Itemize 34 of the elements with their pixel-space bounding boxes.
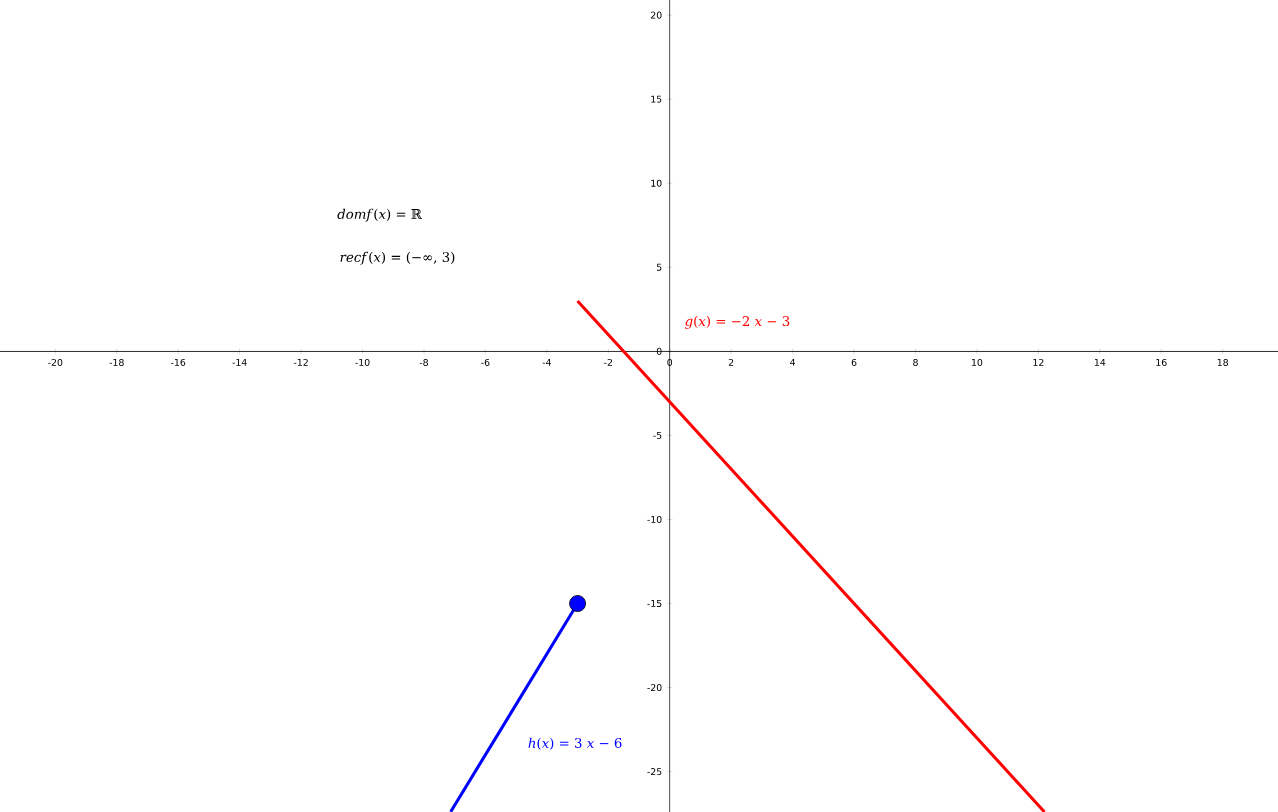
x-tick-label: 14 (1094, 358, 1106, 366)
y-tick-label: 0 (656, 347, 662, 355)
x-tick-label: 16 (1156, 358, 1167, 366)
y-tick-label: -20 (647, 684, 662, 692)
y-tick-label: -25 (647, 768, 662, 776)
x-tick-label: 12 (1033, 358, 1044, 366)
y-tick-label: 10 (651, 179, 662, 187)
y-tick-label: -10 (647, 515, 662, 523)
x-tick-label: 8 (913, 358, 918, 366)
x-tick-label: 2 (728, 358, 734, 366)
x-tick-label: -8 (419, 358, 428, 366)
x-tick-label: -16 (171, 358, 186, 366)
x-tick-label: -12 (293, 358, 308, 366)
annotation: domf(x) = ℝ (337, 208, 423, 222)
x-tick-label: 18 (1217, 358, 1228, 366)
text: g(x) = −2 x − 3 (685, 315, 790, 329)
x-tick-label: -6 (481, 358, 490, 366)
y-tick-label: -5 (653, 431, 662, 439)
text: h(x) = 3 x − 6 (528, 737, 622, 750)
y-tick-label: 15 (651, 95, 662, 103)
x-tick-label: -4 (542, 358, 551, 366)
x-tick-label: -14 (232, 358, 247, 366)
x-tick-label: -2 (604, 358, 612, 366)
x-tick-label: 4 (790, 358, 796, 366)
y-tick-label: 20 (650, 11, 662, 19)
annotation: recf(x) = (−∞, 3) (340, 251, 455, 265)
x-tick-label: -10 (355, 358, 370, 366)
y-tick-label: -15 (647, 600, 662, 607)
x-tick-label: 0 (667, 358, 673, 366)
x-tick-label: 6 (851, 358, 857, 366)
x-tick-label: -18 (109, 358, 124, 366)
x-tick-label: 10 (972, 358, 983, 366)
y-tick-label: 5 (656, 263, 662, 271)
x-tick-label: -20 (48, 358, 63, 366)
